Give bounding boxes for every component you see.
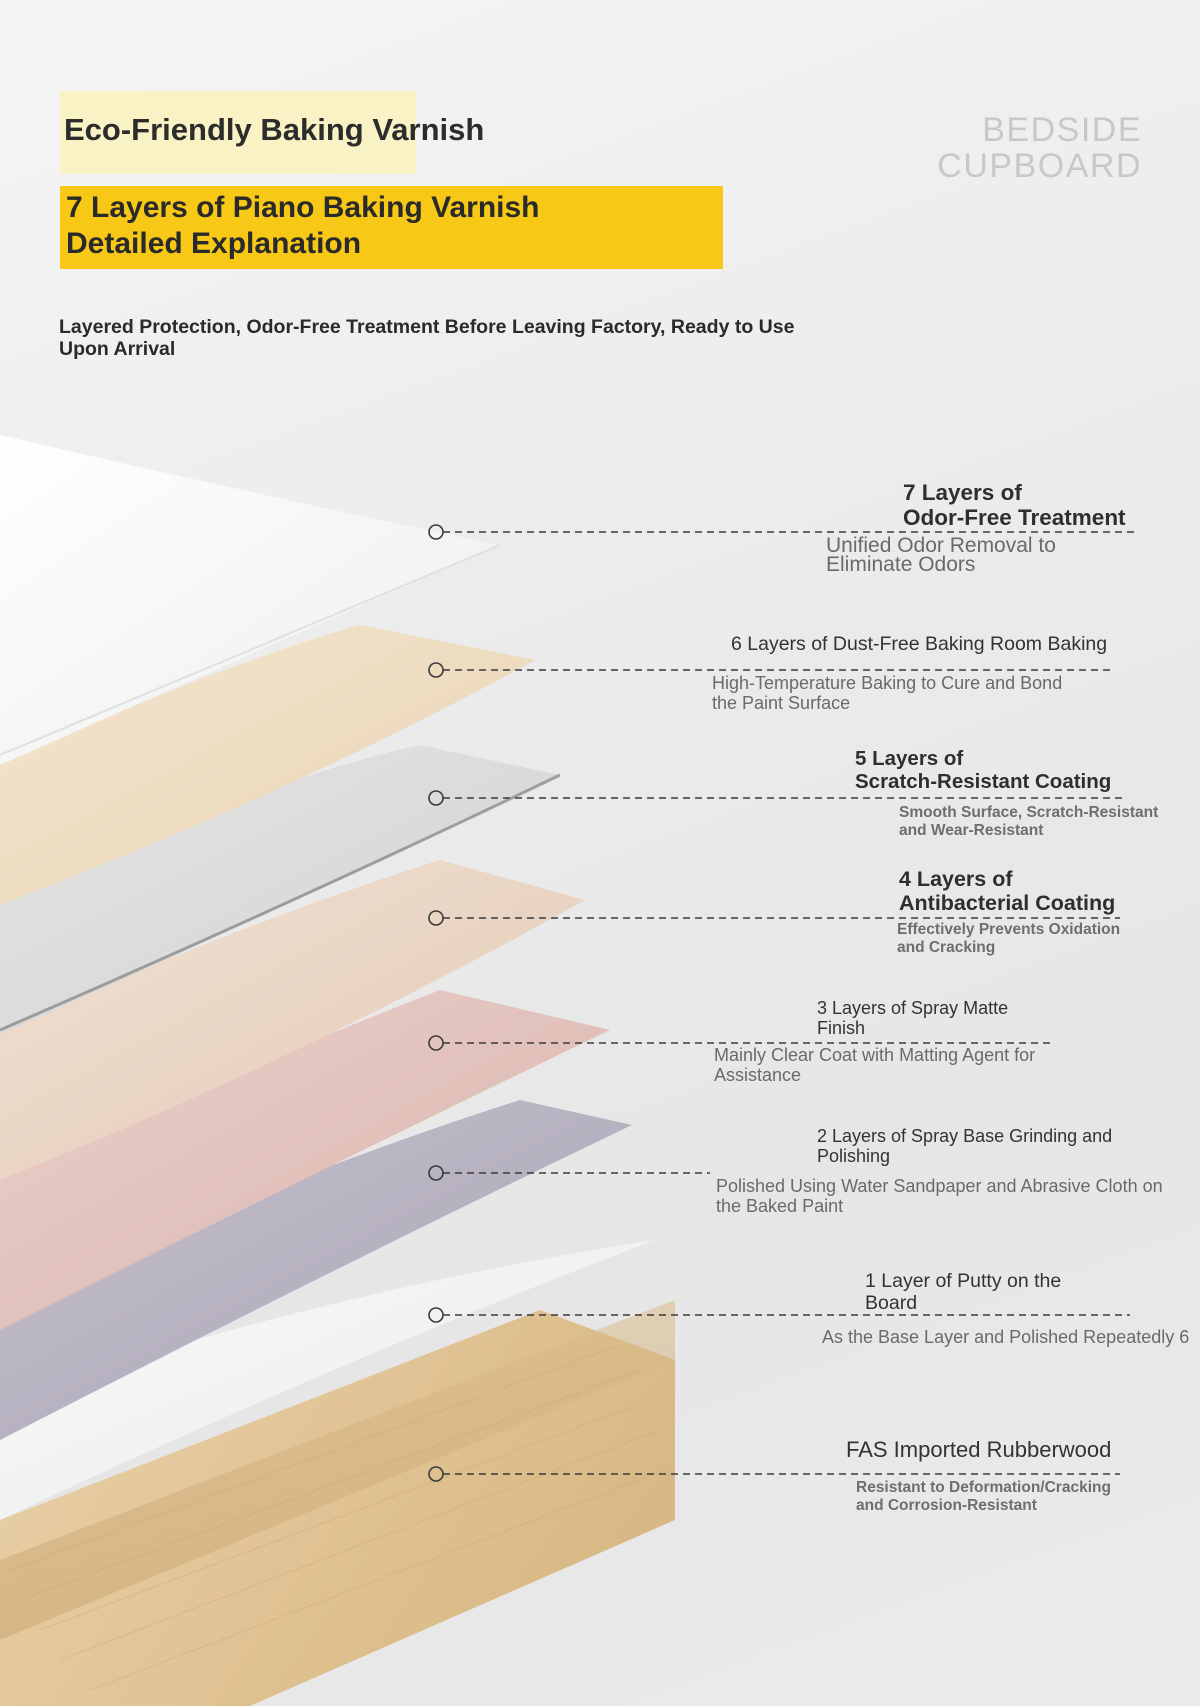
title-highlight xyxy=(60,91,416,174)
page-title: Eco-Friendly Baking Varnish xyxy=(64,112,485,147)
rubberwood-desc: Resistant to Deformation/Cracking and Co… xyxy=(856,1479,1111,1514)
layer-5-title: 5 Layers of Scratch-Resistant Coating xyxy=(855,747,1112,793)
callout-marker-5 xyxy=(428,790,1125,806)
layer-scratch-resistant xyxy=(0,745,560,1035)
layer-5-desc: Smooth Surface, Scratch-Resistant and We… xyxy=(899,804,1159,839)
layer-4-desc: Effectively Prevents Oxidation and Crack… xyxy=(897,921,1121,956)
brand-watermark: BEDSIDE CUPBOARD xyxy=(937,112,1142,184)
layer-antibacterial xyxy=(0,860,585,1180)
layer-2-title: 2 Layers of Spray Base Grinding and Poli… xyxy=(817,1126,1113,1166)
callout-marker-7 xyxy=(428,524,1135,540)
layer-6-title: 6 Layers of Dust-Free Baking Room Baking xyxy=(731,633,1108,655)
heading-highlight xyxy=(60,186,723,269)
layer-7-title: 7 Layers of Odor-Free Treatment xyxy=(903,480,1126,530)
section-heading-line1: 7 Layers of Piano Baking Varnish xyxy=(66,191,540,224)
brand-line2: CUPBOARD xyxy=(937,147,1142,185)
layer-odor-free xyxy=(0,435,500,765)
layer-base-grinding xyxy=(0,1100,632,1440)
layer-matte-finish xyxy=(0,990,610,1330)
callout-marker-2 xyxy=(428,1165,710,1181)
callout-marker-3 xyxy=(428,1035,1055,1051)
layer-baking xyxy=(0,625,535,905)
section-heading-line2: Detailed Explanation xyxy=(66,227,362,260)
section-heading: 7 Layers of Piano Baking Varnish Detaile… xyxy=(66,190,540,262)
callout-marker-6 xyxy=(428,662,1110,678)
layer-1-desc: As the Base Layer and Polished Repeatedl… xyxy=(822,1327,1190,1347)
layer-2-desc: Polished Using Water Sandpaper and Abras… xyxy=(716,1176,1163,1216)
brand-line1: BEDSIDE xyxy=(982,111,1142,149)
callout-marker-0 xyxy=(428,1466,1120,1482)
section-subtitle: Layered Protection, Odor-Free Treatment … xyxy=(59,316,795,360)
layer-3-title: 3 Layers of Spray Matte Finish xyxy=(817,998,1009,1038)
layer-7-desc: Unified Odor Removal to Eliminate Odors xyxy=(826,534,1056,576)
layer-rubberwood xyxy=(0,1300,675,1706)
callout-marker-1 xyxy=(428,1307,1130,1323)
layer-1-title: 1 Layer of Putty on the Board xyxy=(865,1270,1062,1314)
callout-marker-4 xyxy=(428,910,1120,926)
rubberwood-title: FAS Imported Rubberwood xyxy=(846,1437,1112,1462)
layer-6-desc: High-Temperature Baking to Cure and Bond… xyxy=(712,673,1063,713)
layer-4-title: 4 Layers of Antibacterial Coating xyxy=(899,867,1116,915)
layer-4-3-desc: Mainly Clear Coat with Matting Agent for… xyxy=(714,1045,1036,1085)
